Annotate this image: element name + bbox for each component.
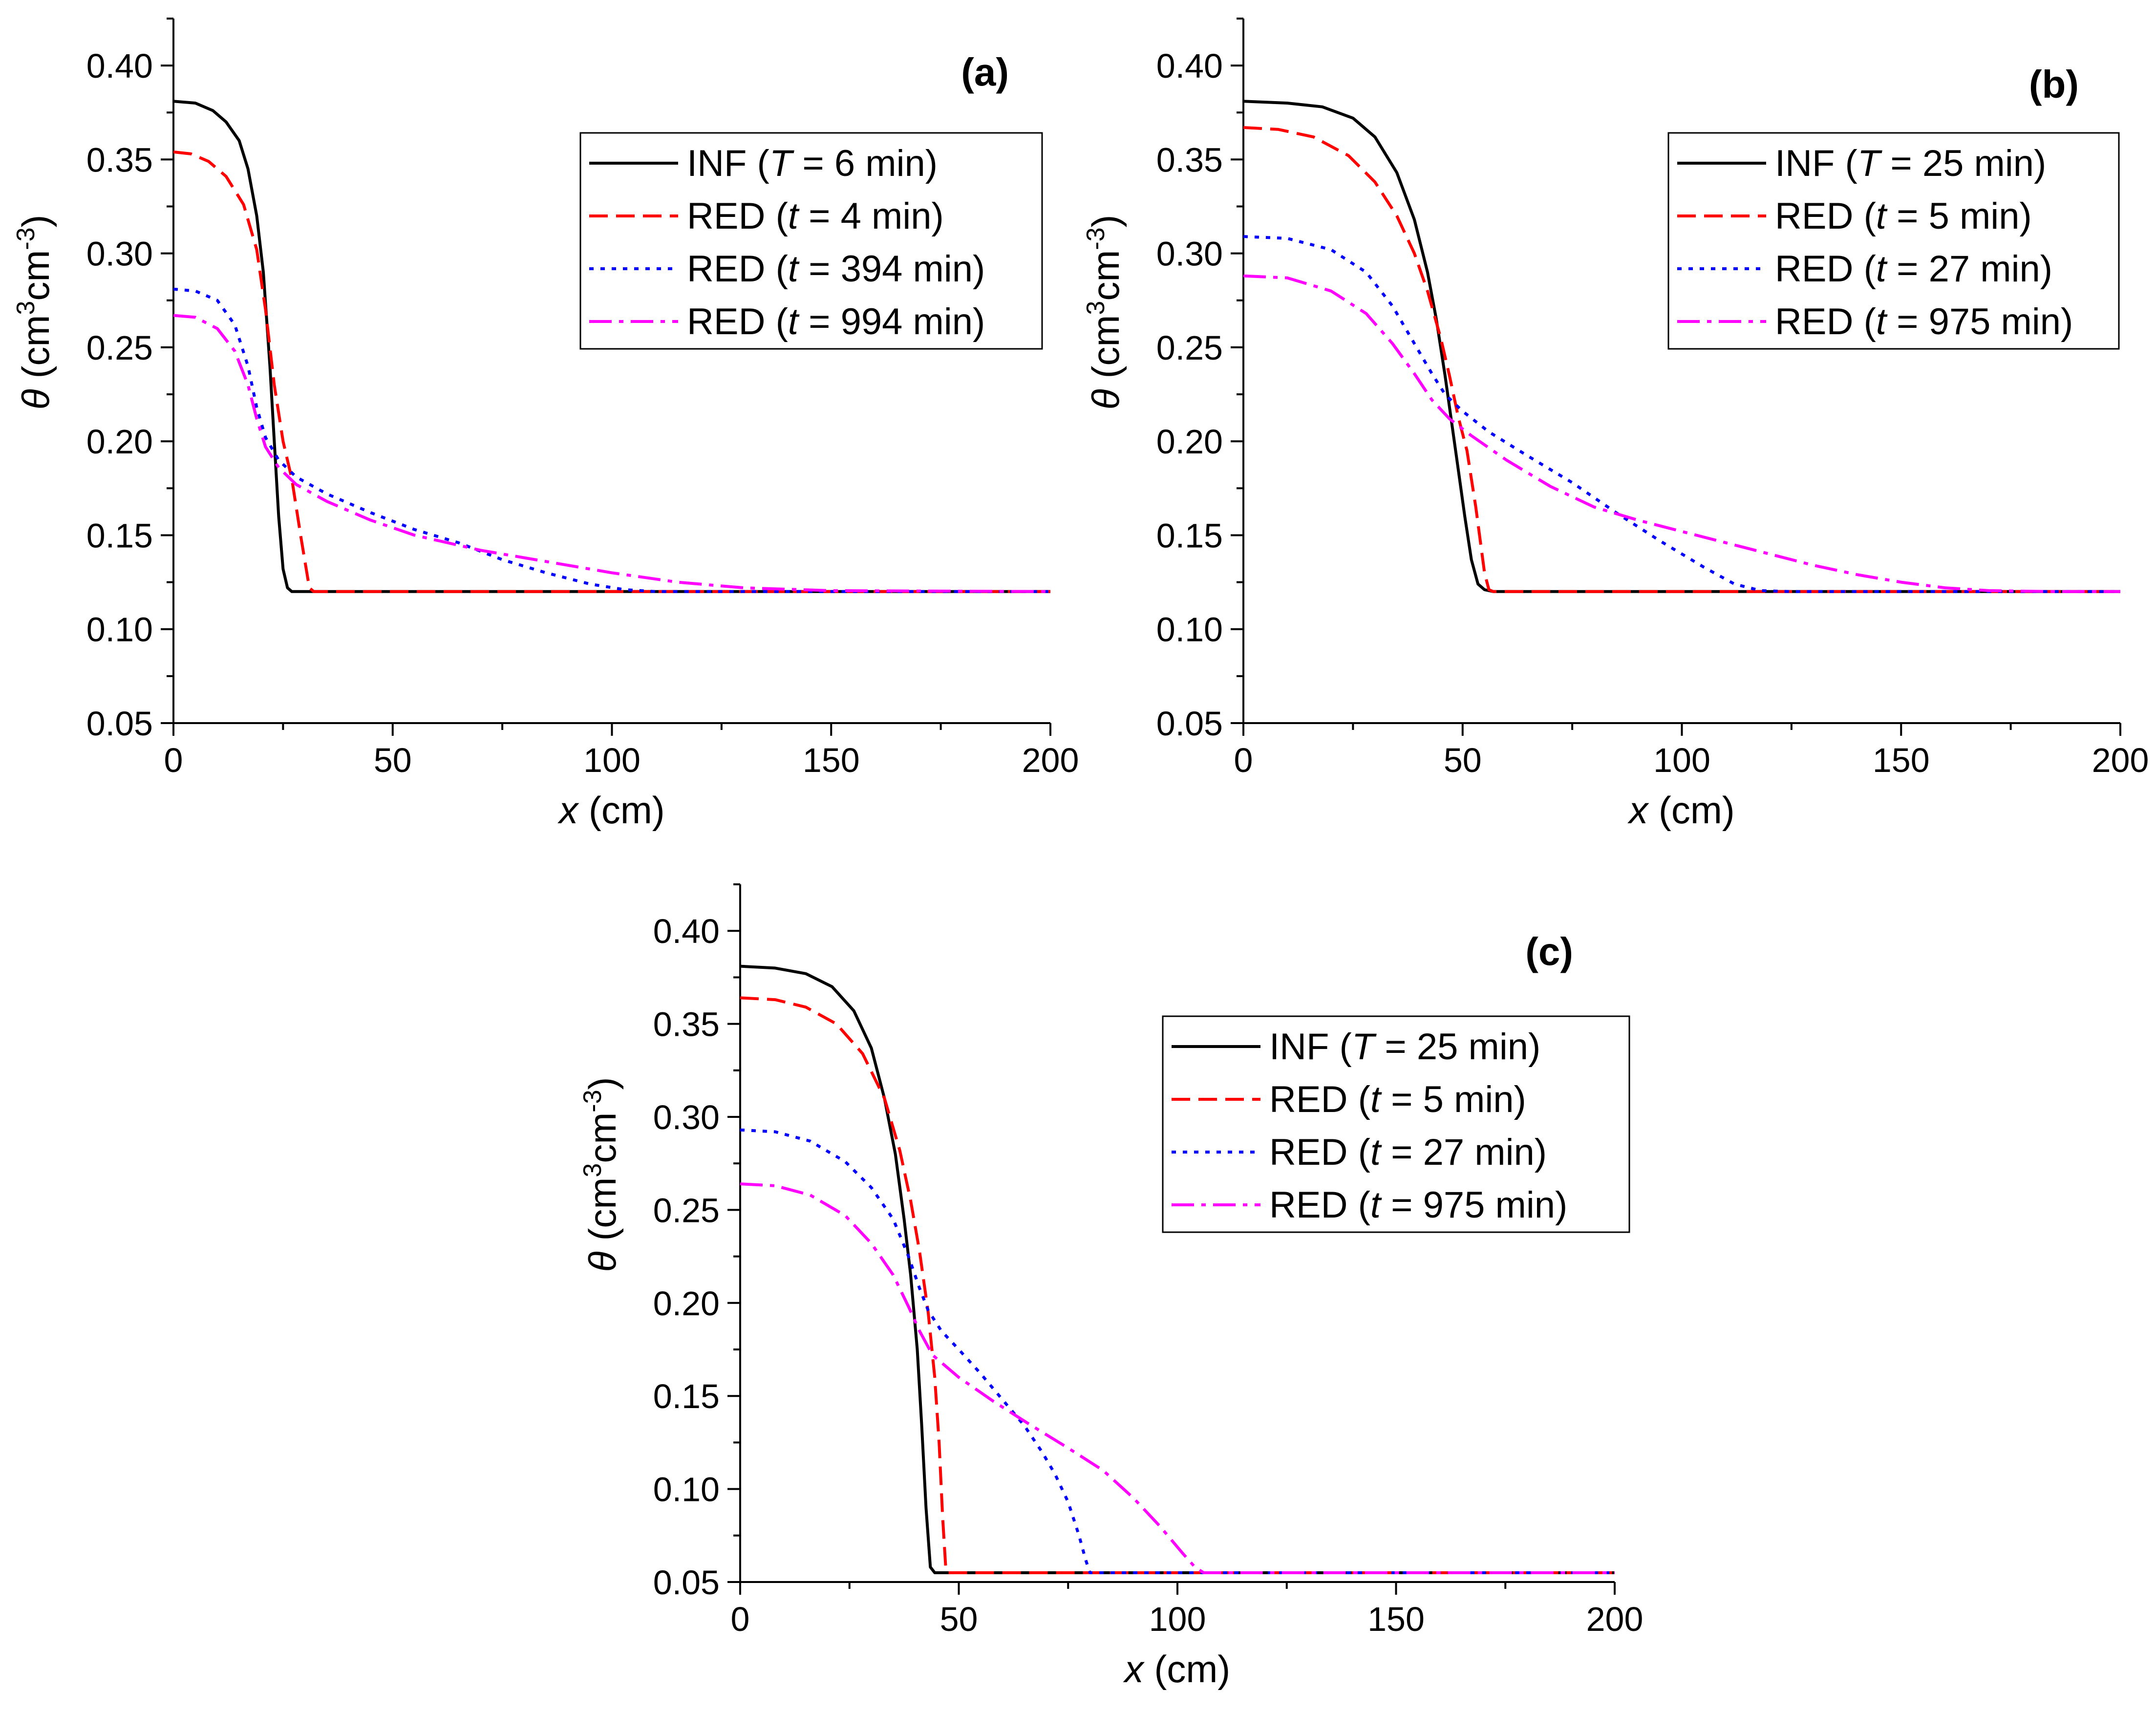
x-tick-label: 50 [374,741,412,779]
x-tick-label: 200 [1022,741,1079,779]
y-tick-label: 0.15 [653,1377,720,1415]
series-line-4 [1243,274,2120,593]
x-tick-label: 100 [1653,741,1710,779]
panel-label: (c) [1525,930,1573,973]
legend-frame [579,132,1043,350]
y-tick-label: 0.15 [1156,516,1223,555]
legend-label-1: INF (T = 25 min) [1269,1026,1540,1068]
x-tick-label: 200 [2092,741,2149,779]
x-axis-label: x (cm) [1627,789,1735,832]
series-line-4 [173,314,1051,593]
legend: INF (T = 6 min) RED (t = 4 min) RED (t = 3… [579,132,1043,350]
legend-label-4: RED (t = 975 min) [1269,1184,1567,1226]
x-axis-label: x (cm) [557,789,665,832]
y-tick-label: 0.35 [86,141,153,179]
y-tick-label: 0.10 [1156,611,1223,649]
y-tick-label: 0.40 [86,47,153,85]
y-axis-label: θ (cm3cm-3) [12,214,57,409]
y-tick-label: 0.30 [86,235,153,273]
y-axis-label: θ (cm3cm-3) [1082,214,1127,409]
chart-panel-a: 0 50 100 150 200 0.05 0.10 0.15 0.20 0.25 0.30 0.35… [12,18,1079,832]
x-tick-label: 100 [583,741,640,779]
legend-label-3: RED (t = 394 min) [687,248,985,290]
y-tick-label: 0.30 [653,1098,720,1136]
x-tick-label: 50 [940,1600,978,1638]
legend-label-2: RED (t = 4 min) [687,195,944,237]
y-tick-label: 0.30 [1156,235,1223,273]
x-tick-label: 0 [731,1600,750,1638]
series-line-2 [1243,126,2120,593]
y-tick-label: 0.25 [653,1191,720,1229]
chart-panel-b: 0 50 100 150 200 0.05 0.10 0.15 0.20 0.25 0.30 0.35… [1082,18,2149,832]
x-tick-label: 50 [1444,741,1482,779]
legend-frame [1667,132,2120,350]
series-line-4 [740,1182,1615,1574]
legend: INF (T = 25 min) RED (t = 5 min) RED (t = … [1667,132,2120,350]
y-tick-label: 0.40 [653,912,720,950]
y-tick-label: 0.20 [653,1284,720,1323]
y-tick-label: 0.20 [86,423,153,461]
legend-label-3: RED (t = 27 min) [1269,1132,1547,1173]
x-tick-label: 150 [1367,1600,1425,1638]
x-axis-label: x (cm) [1123,1647,1231,1690]
series-line-1 [740,964,1615,1574]
x-tick-label: 200 [1586,1600,1644,1638]
series-line-2 [740,996,1615,1574]
series-line-3 [740,1128,1615,1574]
x-tick-label: 150 [1873,741,1930,779]
y-tick-label: 0.10 [653,1471,720,1509]
x-tick-label: 0 [1234,741,1253,779]
panel-label: (a) [961,50,1009,94]
series-line-1 [173,100,1050,593]
y-tick-label: 0.25 [86,329,153,367]
legend: INF (T = 25 min) RED (t = 5 min) RED (t = … [1162,1015,1630,1233]
y-tick-label: 0.25 [1156,329,1223,367]
chart-panel-c: 0 50 100 150 200 0.05 0.10 0.15 0.20 0.25 0.30 0.35… [578,883,1644,1690]
x-tick-label: 0 [164,741,183,779]
x-tick-label: 100 [1149,1600,1206,1638]
series-line-1 [1243,100,2120,593]
legend-frame [1162,1015,1630,1233]
legend-label-1: INF (T = 6 min) [687,143,938,184]
legend-label-4: RED (t = 994 min) [687,301,985,342]
y-tick-label: 0.05 [86,705,153,743]
y-axis-label: θ (cm3cm-3) [578,1077,624,1272]
legend-label-3: RED (t = 27 min) [1775,248,2052,290]
y-tick-label: 0.15 [86,516,153,555]
y-tick-label: 0.05 [653,1563,720,1602]
y-tick-label: 0.40 [1156,47,1223,85]
series-line-2 [173,150,1050,593]
panel-label: (b) [2029,63,2079,106]
y-tick-label: 0.20 [1156,423,1223,461]
legend-label-2: RED (t = 5 min) [1269,1079,1526,1120]
legend-label-2: RED (t = 5 min) [1775,195,2032,237]
legend-label-1: INF (T = 25 min) [1775,143,2046,184]
y-tick-label: 0.10 [86,611,153,649]
y-tick-label: 0.35 [1156,141,1223,179]
legend-label-4: RED (t = 975 min) [1775,301,2073,342]
y-tick-label: 0.35 [653,1005,720,1044]
y-tick-label: 0.05 [1156,705,1223,743]
x-tick-label: 150 [803,741,860,779]
